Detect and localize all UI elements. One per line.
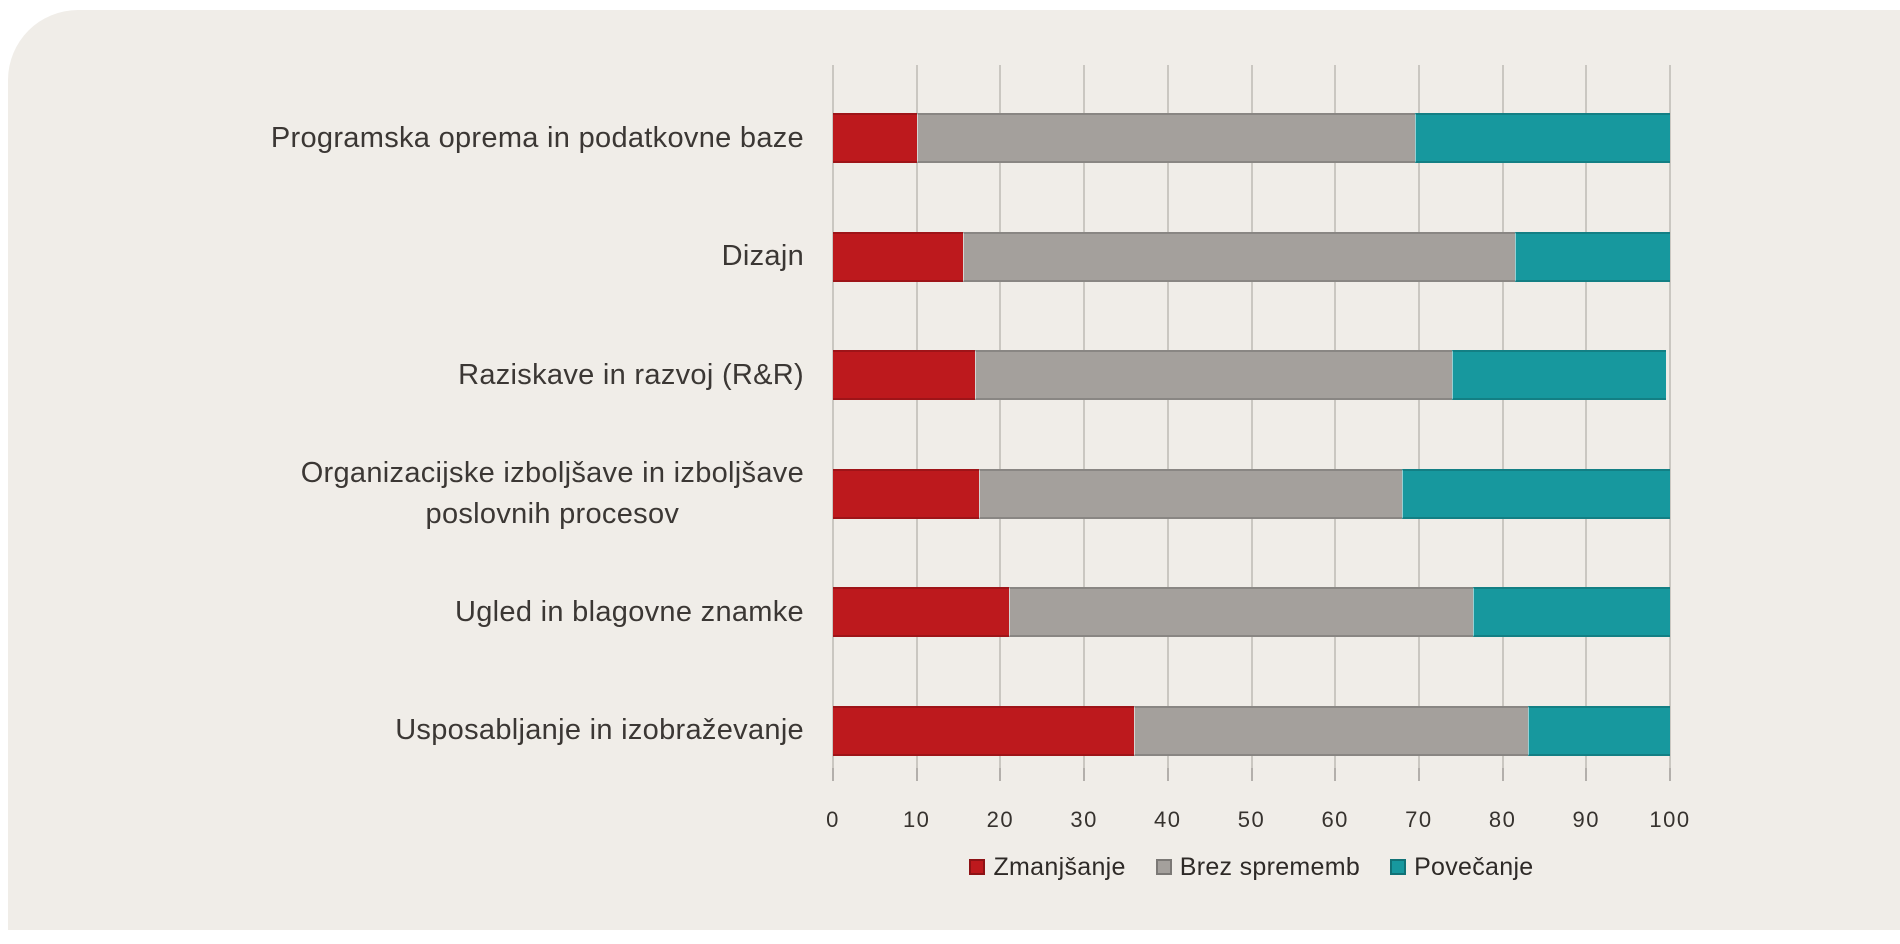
bar-row xyxy=(833,705,1670,756)
legend-marker-increase xyxy=(1390,859,1407,875)
legend-marker-no-change xyxy=(1155,859,1172,875)
segment-increase xyxy=(1452,350,1666,400)
axis-tick-mark xyxy=(1250,768,1253,781)
legend-item-decrease: Zmanjšanje xyxy=(969,853,1125,882)
segment-decrease xyxy=(833,231,963,282)
segment-decrease xyxy=(833,350,976,400)
segment-no-change xyxy=(975,350,1453,400)
axis-tick-mark xyxy=(1166,768,1169,781)
segment-no-change xyxy=(962,231,1516,282)
segment-decrease xyxy=(833,113,917,163)
axis-tick-mark xyxy=(832,768,834,781)
gridline xyxy=(1083,65,1086,768)
bar-row xyxy=(833,587,1670,637)
legend-item-increase: Povečanje xyxy=(1390,853,1533,882)
axis-tick-label: 10 xyxy=(902,807,931,832)
segment-no-change xyxy=(916,113,1415,163)
x-axis: 0 10 20 30 40 50 60 70 80 90 100 xyxy=(826,807,1689,835)
gridline xyxy=(1334,65,1337,768)
axis-tick-mark xyxy=(1417,768,1420,781)
category-label-row: Programska oprema in podatkovne baze xyxy=(8,88,820,188)
legend-label: Povečanje xyxy=(1414,852,1534,881)
category-label-row: Raziskave in razvoj (R&R) xyxy=(8,325,820,425)
axis-tick-label: 40 xyxy=(1154,807,1182,832)
category-label-row: Usposabljanje in izobraževanje xyxy=(8,681,820,781)
axis-tick-label: 20 xyxy=(986,807,1015,832)
category-label: Dizajn xyxy=(721,240,804,273)
gridline xyxy=(1166,65,1169,768)
bar-row xyxy=(833,231,1670,282)
axis-tick-mark xyxy=(1501,768,1504,781)
axis-tick-label: 70 xyxy=(1405,807,1433,832)
legend-marker-decrease xyxy=(969,859,986,875)
axis-tick-mark xyxy=(1334,768,1337,781)
category-label: Raziskave in razvoj (R&R) xyxy=(458,358,804,391)
category-label-row: Ugled in blagovne znamke xyxy=(8,562,820,662)
axis-tick-label: 50 xyxy=(1237,807,1266,832)
segment-no-change xyxy=(1008,587,1474,637)
bar-row xyxy=(833,113,1670,163)
segment-decrease xyxy=(833,587,1009,637)
segment-decrease xyxy=(833,705,1135,756)
gridline xyxy=(1585,65,1588,768)
axis-tick-mark xyxy=(999,768,1002,781)
axis-tick-mark xyxy=(915,768,918,781)
segment-increase xyxy=(1414,113,1670,163)
axis-tick-mark xyxy=(1585,768,1588,781)
segment-increase xyxy=(1402,468,1670,519)
gridline xyxy=(999,65,1002,768)
category-label-row: Dizajn xyxy=(8,207,820,307)
gridline xyxy=(832,65,834,768)
category-label: Organizacijske izboljšave in izboljšave … xyxy=(300,456,804,530)
gridline xyxy=(915,65,918,768)
category-label-row: Organizacijske izboljšave in izboljšave … xyxy=(8,444,820,544)
category-label: Programska oprema in podatkovne baze xyxy=(270,121,804,154)
legend-label: Zmanjšanje xyxy=(993,852,1126,881)
gridline xyxy=(1417,65,1420,768)
axis-tick-mark xyxy=(1669,768,1671,781)
segment-increase xyxy=(1527,705,1670,756)
segment-decrease xyxy=(833,468,980,519)
legend-label: Brez sprememb xyxy=(1179,852,1361,881)
bar-row xyxy=(833,468,1670,519)
segment-no-change xyxy=(1134,705,1528,756)
legend: Zmanjšanje Brez sprememb Povečanje xyxy=(833,852,1670,882)
axis-tick-label: 0 xyxy=(826,807,840,832)
plot-area xyxy=(832,65,1671,781)
chart-card: Programska oprema in podatkovne baze Diza… xyxy=(8,10,1900,930)
gridline xyxy=(1250,65,1253,768)
category-label-column: Programska oprema in podatkovne baze Diza… xyxy=(8,65,820,768)
category-label: Ugled in blagovne znamke xyxy=(455,595,804,628)
gridline xyxy=(1501,65,1504,768)
legend-item-no-change: Brez sprememb xyxy=(1155,852,1361,882)
segment-no-change xyxy=(979,468,1403,519)
axis-tick-label: 100 xyxy=(1649,807,1691,832)
axis-tick-label: 30 xyxy=(1070,807,1098,832)
gridline xyxy=(1669,65,1671,768)
axis-tick-mark xyxy=(1083,768,1086,781)
axis-tick-label: 80 xyxy=(1488,807,1517,832)
stacked-bar-chart: Programska oprema in podatkovne baze Diza… xyxy=(8,10,1900,930)
axis-tick-label: 60 xyxy=(1321,807,1349,832)
axis-tick-label: 90 xyxy=(1572,807,1601,832)
segment-increase xyxy=(1515,231,1670,282)
category-label: Usposabljanje in izobraževanje xyxy=(395,714,804,747)
bar-row xyxy=(833,350,1666,400)
segment-increase xyxy=(1473,587,1670,637)
